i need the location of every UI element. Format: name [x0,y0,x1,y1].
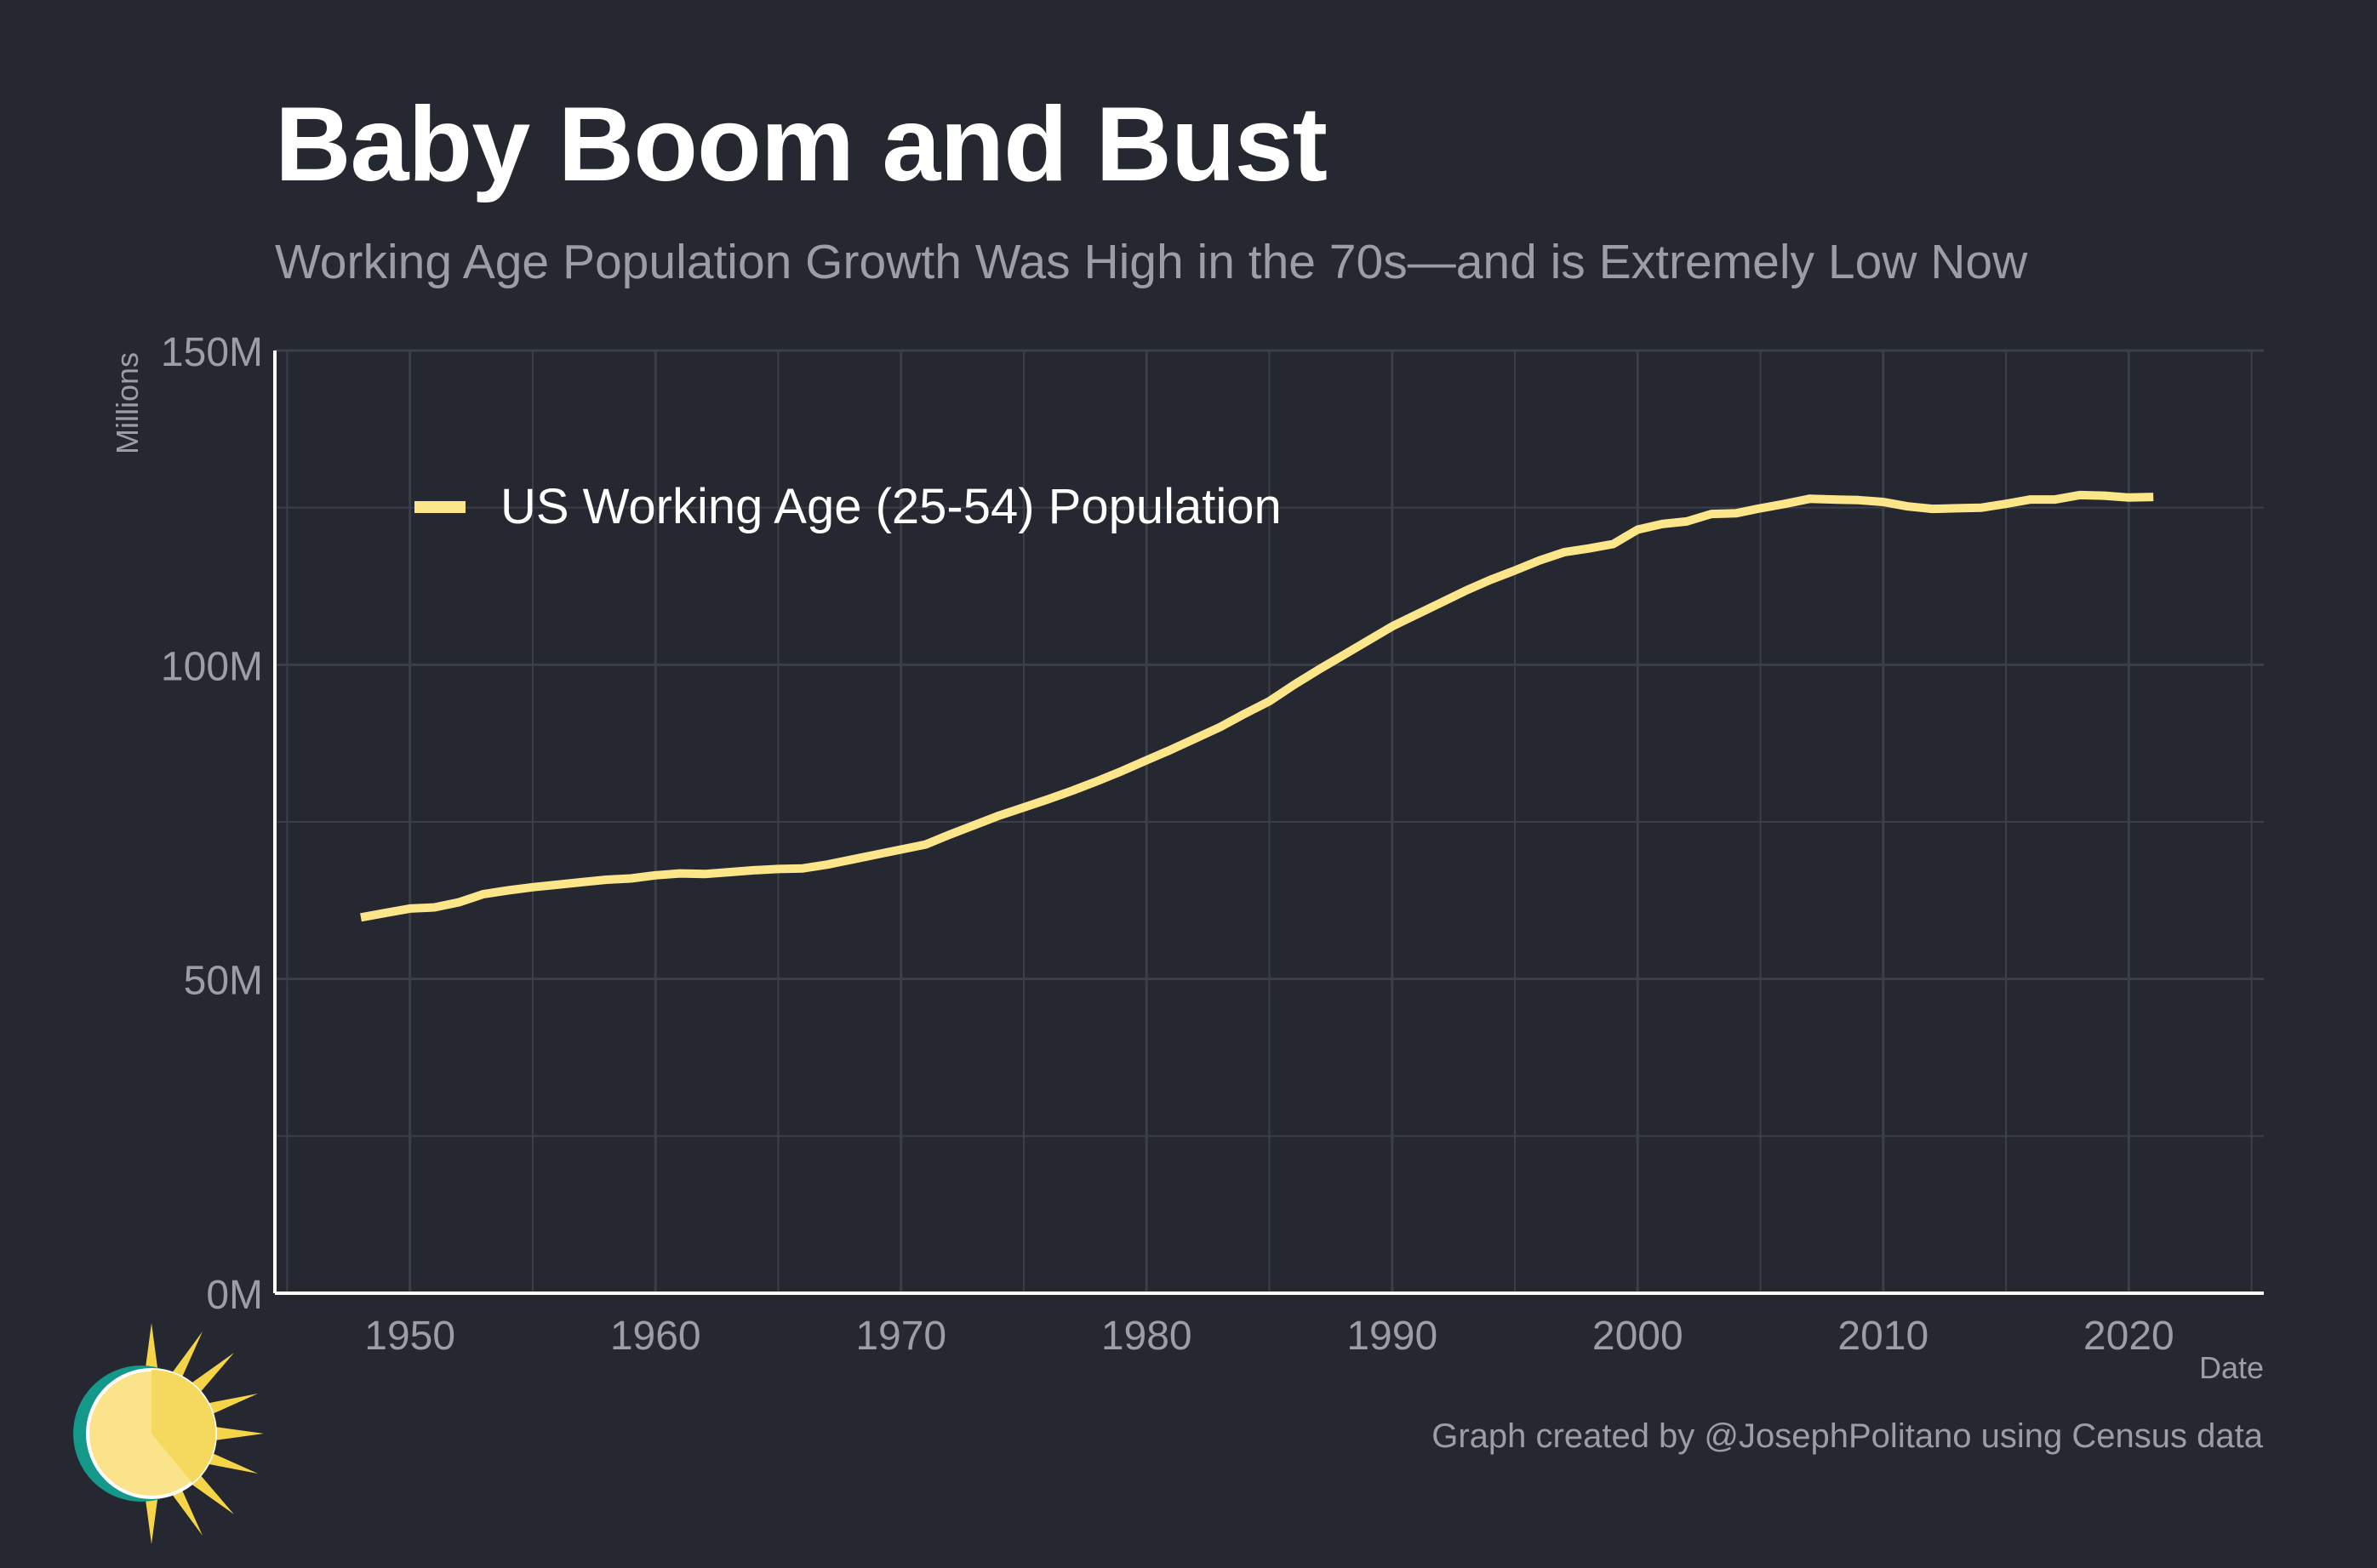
x-axis-label: Date [2199,1350,2264,1385]
x-tick-label: 2020 [2083,1314,2174,1359]
legend: US Working Age (25-54) Population [414,479,1282,534]
y-axis-label: Millions [110,352,145,454]
y-tick-label: 150M [161,330,263,375]
x-tick-label: 1960 [610,1314,701,1359]
x-tick-label: 1980 [1101,1314,1192,1359]
source-caption: Graph created by @JosephPolitano using C… [1431,1417,2263,1455]
grid-minor [275,351,2264,1293]
legend-label: US Working Age (25-54) Population [500,479,1282,534]
grid-major [275,349,2264,1293]
y-tick-label: 50M [184,959,263,1004]
chart-subtitle: Working Age Population Growth Was High i… [275,235,2028,289]
series-line [360,490,2154,922]
x-tick-label: 1990 [1346,1314,1437,1359]
x-tick-labels: 1950 1960 1970 1980 1990 2000 2010 2020 [364,1314,2174,1359]
y-tick-label: 0M [206,1273,263,1318]
x-tick-label: 2000 [1592,1314,1683,1359]
y-tick-label: 100M [161,644,263,689]
y-tick-labels: 0M 50M 100M 150M [161,330,263,1318]
series-group [360,490,2154,922]
x-tick-label: 1970 [855,1314,946,1359]
axes [273,351,2264,1295]
chart-title: Baby Boom and Bust [275,86,1328,203]
sun-logo-icon [73,1323,264,1544]
x-tick-label: 1950 [364,1314,455,1359]
x-tick-label: 2010 [1837,1314,1928,1359]
